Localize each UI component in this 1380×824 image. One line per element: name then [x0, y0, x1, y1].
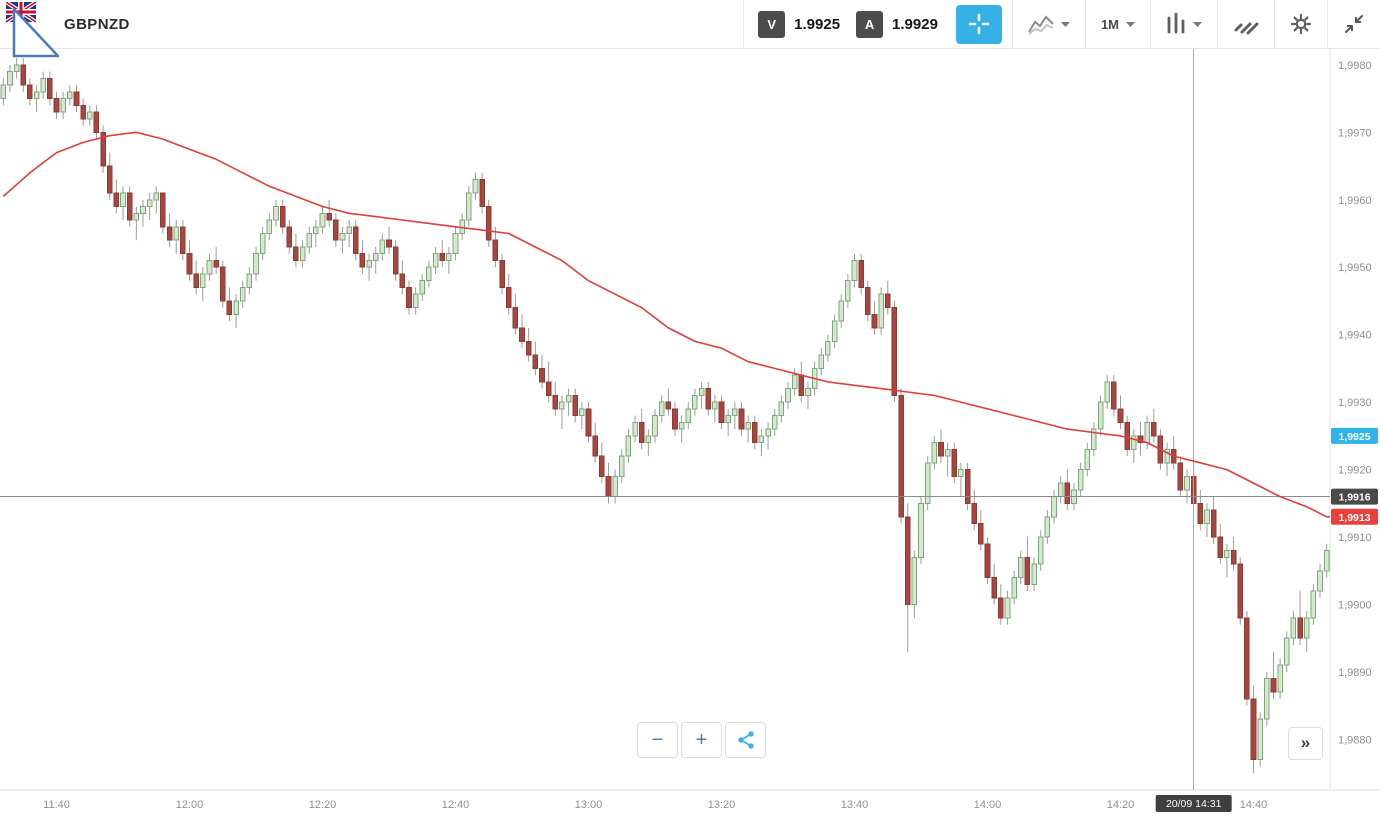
- price-chart-canvas[interactable]: 1,9980 1,9970 1,9960 1,9950 1,9940 1,9930 1,99…: [0, 48, 1380, 824]
- ma-line: [2, 131, 1330, 518]
- indicators-dropdown[interactable]: [1151, 0, 1217, 48]
- svg-text:1,9916: 1,9916: [1338, 492, 1370, 504]
- crosshair-time-badge: [1155, 795, 1232, 812]
- gear-icon: [1290, 13, 1312, 35]
- price-badges: 1,9925 1,9916 1,9913: [1331, 427, 1378, 525]
- toolbar-divider: [1274, 0, 1275, 48]
- line-chart-icon: [1028, 13, 1054, 35]
- svg-text:1,9890: 1,9890: [1338, 667, 1372, 679]
- svg-text:14:20: 14:20: [1107, 799, 1135, 811]
- svg-text:1,9930: 1,9930: [1338, 397, 1372, 409]
- svg-text:1,9940: 1,9940: [1338, 330, 1372, 342]
- svg-text:14:00: 14:00: [974, 799, 1002, 811]
- zoom-controls: − +: [637, 722, 766, 758]
- toolbar-divider: [1217, 0, 1218, 48]
- svg-text:1,9980: 1,9980: [1338, 60, 1372, 72]
- sell-button[interactable]: V: [758, 10, 786, 38]
- chevron-down-icon: [1126, 21, 1135, 27]
- share-button[interactable]: [725, 722, 766, 758]
- chevron-down-icon: [1193, 21, 1202, 27]
- settings-button[interactable]: [1275, 0, 1327, 48]
- crosshair: 20/09 14:31: [1155, 48, 1232, 812]
- zoom-in-button[interactable]: +: [681, 722, 722, 758]
- collapse-icon: [1343, 13, 1365, 35]
- chart-axes: 1,9980 1,9970 1,9960 1,9950 1,9940 1,9930 1,99…: [0, 48, 1380, 811]
- svg-text:1,9880: 1,9880: [1338, 734, 1372, 746]
- toolbar-divider: [1327, 0, 1328, 48]
- buy-price: 1.9929: [892, 15, 938, 33]
- svg-text:1,9925: 1,9925: [1338, 431, 1370, 443]
- ma-value-tag: [1331, 508, 1378, 525]
- symbol-label: GBPNZD: [64, 15, 130, 33]
- svg-text:12:00: 12:00: [176, 799, 204, 811]
- timeframe-dropdown[interactable]: 1M: [1086, 0, 1150, 48]
- expand-panel-button[interactable]: »: [1288, 727, 1323, 760]
- chart-area: 1,9980 1,9970 1,9960 1,9950 1,9940 1,9930 1,99…: [0, 48, 1380, 824]
- candlestick-series: [0, 58, 1330, 774]
- drawing-tools-button[interactable]: [1218, 0, 1274, 48]
- chart-type-dropdown[interactable]: [1013, 0, 1085, 48]
- timeframe-label: 1M: [1100, 16, 1119, 32]
- svg-text:1,9910: 1,9910: [1338, 532, 1372, 544]
- indicator-bars-icon: [1166, 13, 1186, 35]
- bid-price-tag: [1331, 427, 1378, 444]
- svg-text:11:40: 11:40: [43, 799, 70, 811]
- reference-price-tag: [1331, 488, 1378, 505]
- svg-text:14:40: 14:40: [1240, 799, 1268, 811]
- svg-text:12:40: 12:40: [442, 799, 470, 811]
- collapse-button[interactable]: [1328, 0, 1380, 48]
- chevron-down-icon: [1060, 21, 1070, 27]
- crosshair-tool-button[interactable]: [955, 4, 1002, 44]
- svg-text:13:00: 13:00: [575, 799, 603, 811]
- zoom-out-button[interactable]: −: [637, 722, 678, 758]
- svg-text:1,9970: 1,9970: [1338, 127, 1372, 139]
- sell-price: 1.9925: [794, 15, 841, 33]
- svg-text:1,9950: 1,9950: [1338, 262, 1372, 274]
- quote-group: V 1.9925 A 1.9929: [744, 4, 1012, 44]
- toolbar-divider: [1084, 0, 1086, 48]
- instrument-header: GBPNZD: [0, 0, 130, 58]
- svg-text:1,9913: 1,9913: [1338, 512, 1370, 524]
- svg-text:1,9920: 1,9920: [1338, 465, 1372, 477]
- crosshair-icon: [968, 13, 990, 35]
- toolbar-divider: [1150, 0, 1151, 48]
- toolbar-divider: [743, 0, 745, 48]
- chart-toolbar: GBPNZD V 1.9925 A 1.9929: [0, 0, 1380, 58]
- svg-text:1,9960: 1,9960: [1338, 195, 1372, 207]
- share-icon: [736, 730, 756, 750]
- trend-lines-icon: [1233, 13, 1259, 35]
- svg-text:12:20: 12:20: [309, 799, 337, 811]
- svg-text:13:40: 13:40: [841, 799, 869, 811]
- buy-button[interactable]: A: [856, 10, 884, 38]
- svg-text:20/09 14:31: 20/09 14:31: [1166, 798, 1222, 810]
- svg-text:1,9900: 1,9900: [1338, 600, 1372, 612]
- toolbar-divider: [1011, 0, 1013, 48]
- svg-text:13:20: 13:20: [708, 799, 736, 811]
